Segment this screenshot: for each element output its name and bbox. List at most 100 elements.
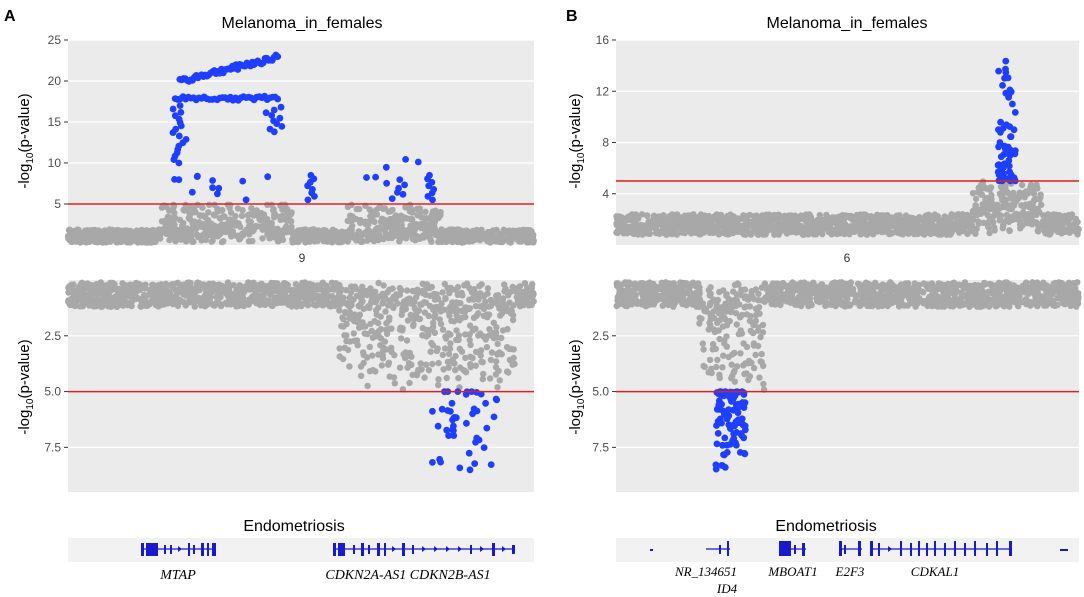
data-point	[1010, 189, 1017, 197]
data-point	[431, 208, 438, 215]
data-point	[447, 340, 454, 347]
data-point	[86, 235, 94, 243]
data-point	[309, 296, 316, 303]
data-point	[988, 199, 996, 207]
significant-point	[172, 125, 180, 133]
data-point	[1018, 181, 1026, 189]
data-point	[991, 224, 998, 231]
data-point	[157, 291, 164, 298]
data-point	[351, 311, 359, 318]
data-point	[282, 205, 289, 212]
significant-point	[450, 414, 458, 421]
data-point	[296, 302, 304, 309]
data-point	[811, 230, 818, 238]
data-point	[342, 308, 349, 316]
data-point	[429, 360, 436, 368]
data-point	[652, 225, 660, 233]
data-point	[457, 227, 464, 235]
data-point	[455, 291, 462, 298]
significant-point	[215, 184, 223, 192]
data-point	[266, 282, 274, 289]
data-point	[387, 208, 394, 215]
data-point	[482, 234, 490, 241]
data-point	[182, 292, 189, 299]
data-point	[329, 228, 337, 236]
data-point	[402, 305, 410, 313]
data-point	[498, 334, 505, 342]
data-point	[762, 213, 769, 220]
data-point	[480, 305, 488, 313]
significant-point	[277, 103, 285, 111]
data-point	[461, 308, 469, 315]
data-point	[792, 229, 800, 236]
data-point	[306, 280, 313, 288]
data-point	[1011, 202, 1018, 209]
data-point	[476, 283, 483, 290]
data-point	[972, 195, 980, 203]
data-point	[879, 228, 886, 236]
data-point	[435, 238, 442, 246]
data-point	[1027, 184, 1034, 191]
data-point	[454, 283, 462, 291]
data-point	[448, 317, 455, 324]
data-point	[477, 290, 484, 297]
data-point	[1072, 215, 1080, 223]
data-point	[87, 299, 94, 307]
data-point	[740, 340, 747, 347]
data-point	[366, 343, 373, 351]
data-point	[696, 320, 703, 327]
significant-point	[483, 424, 491, 432]
data-point	[684, 215, 691, 222]
data-point	[799, 214, 806, 222]
data-point	[172, 238, 179, 245]
data-point	[372, 368, 379, 375]
data-point	[705, 326, 712, 333]
data-point	[802, 229, 810, 237]
data-point	[227, 209, 235, 216]
data-point	[467, 322, 474, 329]
data-point	[347, 228, 355, 236]
data-point	[239, 207, 246, 214]
data-point	[344, 217, 351, 225]
data-point	[710, 229, 717, 236]
data-point	[445, 364, 452, 371]
data-point	[264, 227, 271, 234]
data-point	[183, 283, 190, 291]
data-point	[466, 284, 473, 292]
significant-point	[363, 174, 370, 181]
data-point	[371, 318, 378, 325]
data-point	[1022, 201, 1029, 208]
data-point	[398, 311, 405, 318]
data-point	[335, 239, 342, 246]
data-point	[336, 288, 344, 296]
tick-label: 4	[602, 187, 609, 201]
data-point	[411, 305, 419, 313]
data-point	[125, 283, 133, 290]
data-point	[760, 380, 767, 388]
significant-point	[399, 190, 407, 198]
data-point	[280, 280, 287, 287]
data-point	[391, 380, 398, 387]
significant-point	[471, 460, 479, 467]
data-point	[369, 352, 376, 359]
data-point	[701, 224, 708, 231]
data-point	[445, 350, 453, 358]
data-point	[357, 372, 365, 379]
data-point	[741, 212, 749, 220]
data-point	[371, 218, 378, 225]
data-point	[198, 284, 205, 291]
data-point	[1034, 227, 1042, 234]
panel-label-b: B	[566, 8, 578, 25]
data-point	[160, 298, 168, 305]
data-point	[714, 319, 721, 327]
significant-point	[176, 102, 184, 109]
data-point	[455, 336, 462, 344]
data-point	[360, 359, 367, 367]
data-point	[319, 234, 326, 241]
data-point	[486, 326, 493, 333]
data-point	[344, 301, 352, 309]
data-point	[169, 223, 176, 231]
data-point	[483, 344, 491, 351]
data-point	[446, 345, 454, 352]
data-point	[1023, 219, 1030, 227]
